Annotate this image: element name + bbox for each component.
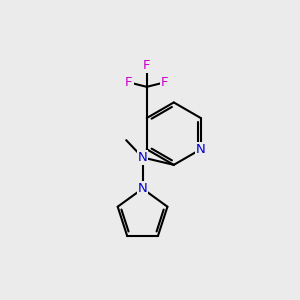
Text: F: F bbox=[161, 76, 168, 89]
Text: N: N bbox=[138, 182, 147, 195]
Text: F: F bbox=[143, 59, 151, 72]
Text: N: N bbox=[138, 151, 147, 164]
Text: N: N bbox=[196, 143, 206, 156]
Text: F: F bbox=[125, 76, 133, 89]
